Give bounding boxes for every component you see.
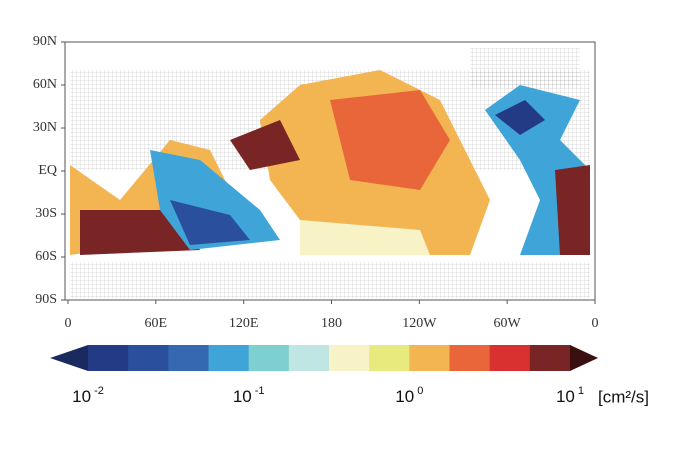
- lat-label: 90S: [35, 292, 57, 307]
- lon-label: 0: [65, 316, 72, 331]
- colorbar-swatch: [329, 345, 370, 371]
- colorbar-swatch: [288, 345, 330, 371]
- lon-label: 0: [592, 316, 599, 331]
- colorbar-under: [50, 345, 88, 371]
- lon-label: 60W: [494, 316, 522, 331]
- colorbar-label: 10 -2: [72, 385, 104, 407]
- colorbar-swatch: [409, 345, 450, 371]
- map-field: [70, 48, 590, 298]
- colorbar-label: 10 0: [395, 385, 423, 407]
- lat-label: 90N: [33, 34, 57, 49]
- colorbar-swatch: [88, 345, 129, 371]
- lat-label: 60S: [35, 249, 57, 264]
- colorbar-swatch: [248, 345, 290, 371]
- colorbar-over: [570, 345, 598, 371]
- colorbar-swatch: [489, 345, 531, 371]
- lat-label: EQ: [38, 163, 57, 178]
- colorbar-label-base: 10: [233, 387, 252, 406]
- colorbar-swatch: [369, 345, 410, 371]
- lon-label: 60E: [145, 316, 168, 331]
- colorbar-swatch: [168, 345, 209, 371]
- lat-label: 30N: [33, 120, 57, 135]
- colorbar-label-base: 10: [395, 387, 414, 406]
- lat-label: 60N: [33, 77, 57, 92]
- colorbar-label: 10 -1: [233, 385, 265, 407]
- colorbar-swatch: [128, 345, 169, 371]
- colorbar-label-base: 10: [556, 387, 575, 406]
- colorbar-swatch: [529, 345, 571, 371]
- lon-label: 120W: [402, 316, 437, 331]
- colorbar-label-exp: 1: [578, 385, 584, 397]
- colorbar-swatch: [208, 345, 250, 371]
- colorbar-unit: [cm²/s]: [598, 387, 649, 406]
- colorbar-label-base: 10: [72, 387, 91, 406]
- colorbar-label-exp: 0: [417, 385, 423, 397]
- colorbar-label-exp: -2: [94, 385, 104, 397]
- lon-label: 120E: [229, 316, 259, 331]
- colorbar-label-exp: -1: [255, 385, 265, 397]
- colorbar-label: 10 1: [556, 385, 584, 407]
- colorbar-swatch: [449, 345, 491, 371]
- lon-label: 180: [321, 316, 342, 331]
- lat-label: 30S: [35, 206, 57, 221]
